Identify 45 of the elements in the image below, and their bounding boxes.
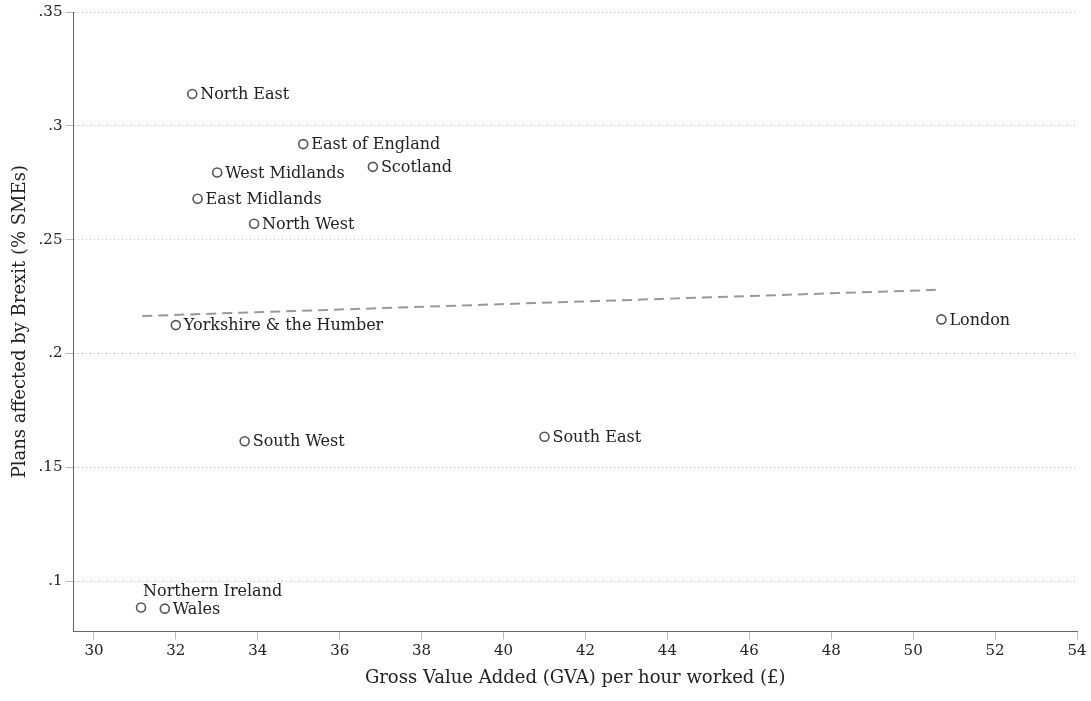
annotation: East Midlands bbox=[205, 188, 322, 208]
x-tick-label: 50 bbox=[903, 641, 923, 660]
annotation: Wales bbox=[172, 598, 221, 618]
y-tick-label: .2 bbox=[48, 343, 63, 362]
x-tick-label: 52 bbox=[985, 641, 1005, 660]
point bbox=[159, 603, 171, 614]
x-tick-label: 38 bbox=[412, 641, 432, 660]
point bbox=[297, 138, 309, 150]
x-tick-label: 32 bbox=[166, 641, 186, 660]
annotation: North West bbox=[262, 213, 356, 233]
point bbox=[367, 161, 379, 173]
x-tick-label: 30 bbox=[84, 641, 104, 660]
x-tick-label: 44 bbox=[657, 641, 677, 660]
x-tick-label: 42 bbox=[575, 641, 596, 660]
annotation: Scotland bbox=[380, 157, 453, 177]
annotation: South East bbox=[552, 426, 642, 446]
x-tick-label: 48 bbox=[821, 641, 841, 660]
x-tick-label: 54 bbox=[1067, 641, 1087, 660]
y-axis-title: Plans affected by Brexit (% SMEs) bbox=[8, 165, 30, 479]
x-tick-label: 46 bbox=[739, 641, 759, 660]
point bbox=[248, 218, 260, 230]
point bbox=[135, 602, 147, 613]
annotation: West Midlands bbox=[225, 162, 345, 182]
x-axis-title: Gross Value Added (GVA) per hour worked (£) bbox=[364, 665, 786, 687]
x-tick-label: 34 bbox=[248, 641, 268, 660]
y-tick-label: .1 bbox=[48, 571, 63, 590]
y-tick-label: .35 bbox=[38, 1, 63, 20]
x-tick-label: 36 bbox=[330, 641, 350, 660]
annotation: East of England bbox=[311, 134, 441, 154]
point bbox=[936, 314, 947, 325]
annotation: North East bbox=[200, 84, 290, 104]
x-tick-label: 40 bbox=[494, 641, 514, 660]
point bbox=[211, 167, 223, 178]
y-tick-label: .15 bbox=[38, 457, 63, 476]
point bbox=[186, 88, 198, 100]
point bbox=[170, 319, 182, 331]
annotation: Northern Ireland bbox=[143, 580, 283, 600]
y-tick-label: .25 bbox=[38, 229, 63, 248]
point bbox=[539, 431, 550, 442]
point bbox=[192, 193, 203, 205]
y-tick-label: .3 bbox=[48, 115, 63, 134]
annotation: Yorkshire & the Humber bbox=[182, 315, 384, 335]
annotation: South West bbox=[252, 431, 346, 451]
annotation: London bbox=[949, 309, 1011, 329]
point bbox=[239, 435, 250, 447]
